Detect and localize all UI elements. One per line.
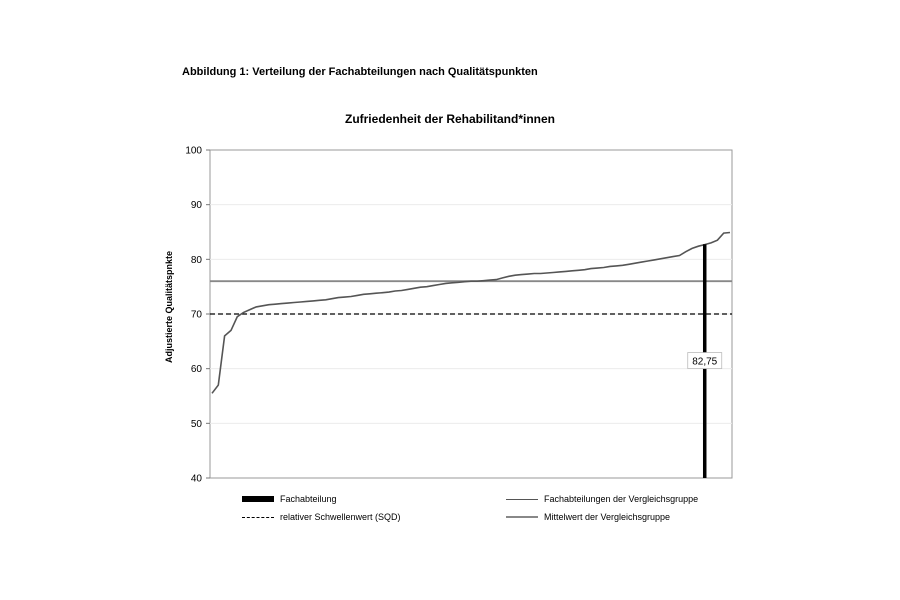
y-tick-label: 70 — [191, 310, 203, 321]
legend-swatch-mean — [506, 516, 538, 518]
y-tick-label: 100 — [185, 146, 202, 157]
y-axis-ticks: 40 50 60 70 80 90 100 — [185, 146, 210, 485]
figure-caption: Abbildung 1: Verteilung der Fachabteilun… — [182, 66, 538, 78]
y-tick-label: 50 — [191, 419, 203, 430]
y-tick-label: 60 — [191, 364, 203, 375]
legend-item-threshold: relativer Schwellenwert (SQD) — [242, 512, 401, 522]
legend-label: relativer Schwellenwert (SQD) — [280, 512, 401, 522]
legend-item-vergleichsgruppe: Fachabteilungen der Vergleichsgruppe — [506, 494, 698, 504]
legend-label: Fachabteilungen der Vergleichsgruppe — [544, 494, 699, 504]
legend-label: Mittelwert der Vergleichsgruppe — [544, 512, 671, 522]
y-axis-label: Adjustierte Qualitätspnkte — [164, 251, 174, 363]
highlight-value-label: 82,75 — [692, 357, 717, 368]
y-tick-label: 90 — [191, 200, 203, 211]
legend-swatch-bar — [242, 496, 274, 502]
chart-marks: 82,75 — [210, 231, 732, 478]
y-tick-label: 40 — [191, 474, 203, 485]
legend-swatch-line — [506, 498, 538, 500]
highlight-label-box — [687, 352, 723, 369]
legend-item-fachabteilung: Fachabteilung — [242, 494, 337, 504]
legend-item-mean: Mittelwert der Vergleichsgruppe — [506, 512, 670, 522]
y-tick-label: 80 — [191, 255, 203, 266]
legend-swatch-dashed — [242, 516, 274, 518]
series-line-vergleichsgruppe — [211, 231, 731, 394]
chart-title: Zufriedenheit der Rehabilitand*innen — [345, 112, 555, 126]
legend-label: Fachabteilung — [280, 494, 337, 504]
